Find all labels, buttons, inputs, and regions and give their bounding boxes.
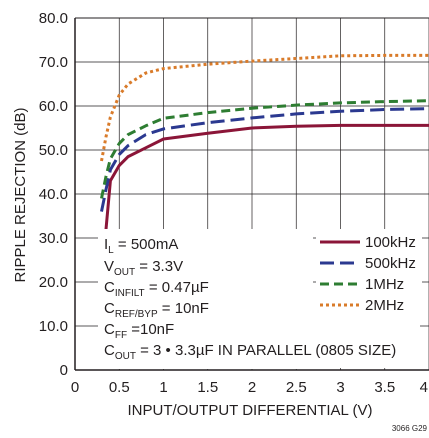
x-axis-title: INPUT/OUTPUT DIFFERENTIAL (V): [127, 402, 372, 419]
y-tick-label: 60.0: [39, 98, 68, 115]
x-tick-label: 1: [159, 379, 167, 396]
tick-labels: 0 0.5 1 1.5 2 2.5 3 3.5 4 0 10.0 20.0 30.0 40.0 50.0 60…: [39, 10, 428, 396]
series-line: [100, 123, 429, 267]
condition-cref: CREF/BYP = 10nF: [104, 300, 209, 320]
plot-frame: [74, 17, 429, 371]
y-tick-label: 40.0: [39, 186, 68, 203]
y-tick-label: 30.0: [39, 230, 68, 247]
x-tick-label: 0.5: [109, 379, 130, 396]
y-tick-label: 0: [60, 362, 68, 379]
condition-il: IL = 500mA: [104, 236, 178, 256]
y-tick-label: 80.0: [39, 10, 68, 27]
series-lines: [100, 53, 429, 267]
series-line: [100, 107, 429, 212]
condition-cff: CFF =10nF: [104, 321, 174, 341]
y-tick-label: 10.0: [39, 318, 68, 335]
condition-cinfilt: CINFILT = 0.47µF: [104, 279, 209, 299]
y-tick-label: 70.0: [39, 54, 68, 71]
test-conditions: IL = 500mA VOUT = 3.3V CINFILT = 0.47µF …: [98, 229, 420, 369]
x-tick-label: 2: [248, 379, 256, 396]
figure-id: 3066 G29: [392, 424, 428, 433]
y-tick-label: 50.0: [39, 142, 68, 159]
x-tick-label: 3: [336, 379, 344, 396]
condition-vout: VOUT = 3.3V: [104, 258, 183, 278]
legend-label: 2MHz: [365, 297, 404, 314]
x-tick-label: 2.5: [286, 379, 307, 396]
legend-label: 100kHz: [365, 234, 416, 251]
condition-cout: COUT = 3 • 3.3µF IN PARALLEL (0805 SIZE): [104, 342, 396, 362]
x-tick-label: 1.5: [197, 379, 218, 396]
x-tick-label: 0: [71, 379, 79, 396]
x-tick-label: 3.5: [374, 379, 395, 396]
legend: 100kHz 500kHz 1MHz 2MHz: [316, 229, 422, 314]
y-tick-label: 20.0: [39, 274, 68, 291]
legend-label: 1MHz: [365, 276, 404, 293]
y-axis-title: RIPPLE REJECTION (dB): [12, 107, 29, 282]
legend-label: 500kHz: [365, 255, 416, 272]
series-line: [100, 99, 429, 199]
x-tick-label: 4: [420, 379, 428, 396]
series-line: [100, 53, 429, 162]
